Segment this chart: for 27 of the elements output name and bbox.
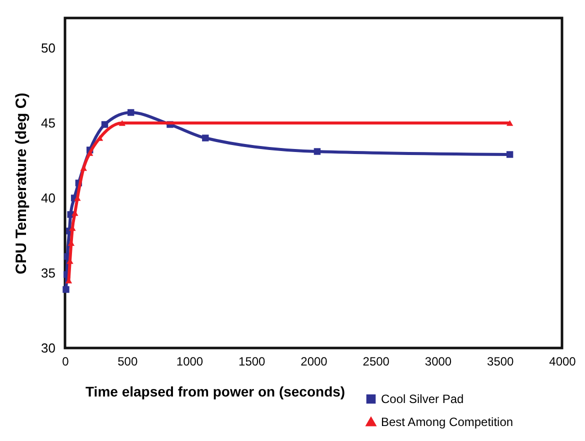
point (62, 286, 70, 293)
y-tick-label: 50 (41, 40, 56, 56)
x-tick-label: 2500 (362, 354, 390, 368)
y-tick-label: 40 (41, 190, 56, 206)
x-axis-title: Time elapsed from power on (seconds) (86, 384, 346, 400)
point (101, 121, 108, 128)
point (506, 151, 514, 158)
point (314, 148, 321, 155)
point (506, 120, 514, 126)
x-tick-label: 0 (62, 354, 70, 368)
legend-label: Best Among Competition (381, 415, 514, 429)
x-tick-label: 500 (118, 354, 138, 368)
x-tick-label: 3000 (424, 354, 452, 368)
point (128, 109, 134, 116)
x-tick-label: 1000 (176, 354, 204, 368)
x-tick-label: 4000 (549, 354, 576, 368)
x-tick-label: 2000 (300, 354, 328, 368)
point (202, 134, 209, 142)
y-tick-label: 45 (41, 116, 56, 130)
x-tick-label: 1500 (238, 354, 266, 368)
y-tick-label: 30 (41, 340, 56, 356)
legend-label: Cool Silver Pad (381, 392, 464, 406)
x-tick-label: 3500 (487, 354, 514, 368)
point (118, 120, 126, 126)
point (86, 150, 94, 156)
y-axis-title: CPU Temperature (deg C) (13, 92, 30, 274)
y-tick-label: 35 (41, 266, 56, 280)
